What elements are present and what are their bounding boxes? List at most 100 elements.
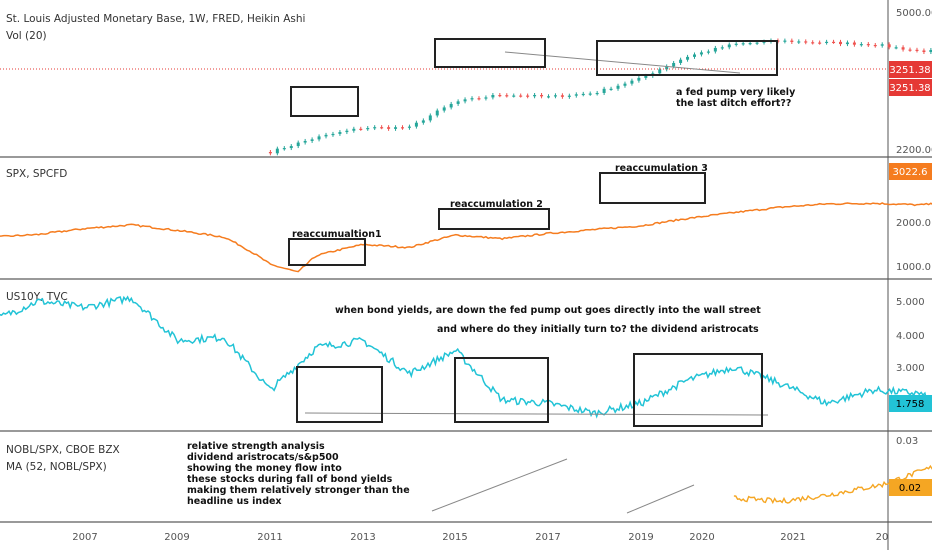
x-tick-label: 2011 (257, 532, 282, 543)
annotation-box[interactable] (296, 366, 383, 423)
candle (644, 75, 648, 78)
x-tick-label: 2020 (689, 532, 714, 543)
x-tick-label: 2009 (164, 532, 189, 543)
annotation-box[interactable] (288, 238, 366, 266)
annotation-text: the last ditch effort?? (676, 98, 791, 109)
base-price-badge (889, 61, 932, 78)
candle (282, 148, 286, 150)
candle (324, 134, 328, 137)
annotation-text: headline us index (187, 496, 282, 507)
candle (804, 41, 808, 43)
annotation-text: reaccumulation 2 (450, 199, 543, 210)
candle (839, 41, 843, 45)
annotation-box[interactable] (290, 86, 359, 117)
nobl-trend-line[interactable] (431, 458, 568, 512)
candle (345, 130, 349, 133)
candle (394, 127, 398, 129)
candle (693, 54, 697, 57)
annotation-text: making them relatively stronger than the (187, 485, 410, 496)
annotation-box[interactable] (438, 208, 550, 230)
candle (727, 44, 731, 48)
candle (296, 142, 300, 147)
x-tick-label: 2007 (72, 532, 97, 543)
base-pane-title: St. Louis Adjusted Monetary Base, 1W, FR… (6, 13, 305, 25)
x-tick-label: 2015 (442, 532, 467, 543)
spx-line (0, 202, 932, 273)
candle (686, 56, 690, 60)
candle (755, 42, 759, 44)
candle (908, 49, 912, 51)
annotation-text: these stocks during fall of bond yields (187, 474, 393, 485)
base-price-badge-label: 3251.38 (889, 65, 930, 76)
nobl-pane-subtitle: MA (52, NOBL/SPX) (6, 461, 107, 473)
candle (915, 49, 919, 51)
candle (289, 146, 293, 149)
candle (526, 95, 530, 97)
us10y-y-tick: 3.000 (896, 363, 925, 374)
candle (581, 93, 585, 96)
spx-pane-title: SPX, SPCFD (6, 168, 67, 180)
nobl-value-badge-label: 0.02 (899, 483, 921, 494)
annotation-box[interactable] (434, 38, 546, 68)
candle (616, 85, 620, 89)
x-tick-label: 2021 (780, 532, 805, 543)
candle (533, 94, 537, 97)
candle (477, 98, 481, 100)
candle (567, 95, 571, 97)
candle (762, 41, 766, 43)
candle (637, 77, 641, 81)
candle (658, 69, 662, 74)
candle (734, 43, 738, 45)
candle (866, 44, 870, 46)
candle (505, 95, 509, 97)
base-y-tick: 2200.00 (896, 145, 932, 156)
candle (540, 94, 544, 97)
candle (498, 94, 502, 97)
candle (519, 95, 523, 97)
candle (428, 115, 432, 121)
candle (574, 94, 578, 96)
nobl-trend-line[interactable] (626, 484, 695, 514)
annotation-box[interactable] (599, 172, 706, 204)
candle (407, 126, 411, 128)
nobl-pane-title: NOBL/SPX, CBOE BZX (6, 444, 120, 456)
candle (331, 133, 335, 136)
candle (713, 47, 717, 52)
annotation-box[interactable] (596, 40, 778, 76)
candle (825, 41, 829, 44)
candle (268, 152, 272, 154)
us10y-line (0, 295, 932, 419)
spx-y-tick: 2000.0 (896, 218, 931, 229)
candle (609, 88, 613, 90)
candle (373, 127, 377, 129)
candle (852, 42, 856, 45)
spx-y-tick: 1000.0 (896, 262, 931, 273)
candle (922, 50, 926, 53)
us10y-pane-title: US10Y, TVC (6, 291, 68, 303)
candle (811, 42, 815, 44)
candle (317, 136, 321, 140)
annotation-box[interactable] (454, 357, 549, 423)
candle (894, 47, 898, 49)
candle (435, 110, 439, 116)
candle (310, 139, 314, 141)
candle (929, 49, 932, 53)
candle (832, 41, 836, 44)
x-tick-label: 2019 (628, 532, 653, 543)
candle (463, 99, 467, 102)
candle (491, 94, 495, 98)
candle (845, 42, 849, 45)
nobl-spx-line (733, 464, 932, 505)
annotation-text: a fed pump very likely (676, 87, 796, 98)
candle (359, 128, 363, 130)
candle (720, 47, 724, 49)
candle (880, 44, 884, 46)
candle (595, 92, 599, 95)
annotation-box[interactable] (633, 353, 763, 427)
annotation-text: reaccumulation 3 (615, 163, 708, 174)
us10y-value-badge-label: 1.758 (896, 399, 925, 410)
candle (706, 51, 710, 53)
candle (783, 40, 787, 42)
candle (547, 96, 550, 98)
